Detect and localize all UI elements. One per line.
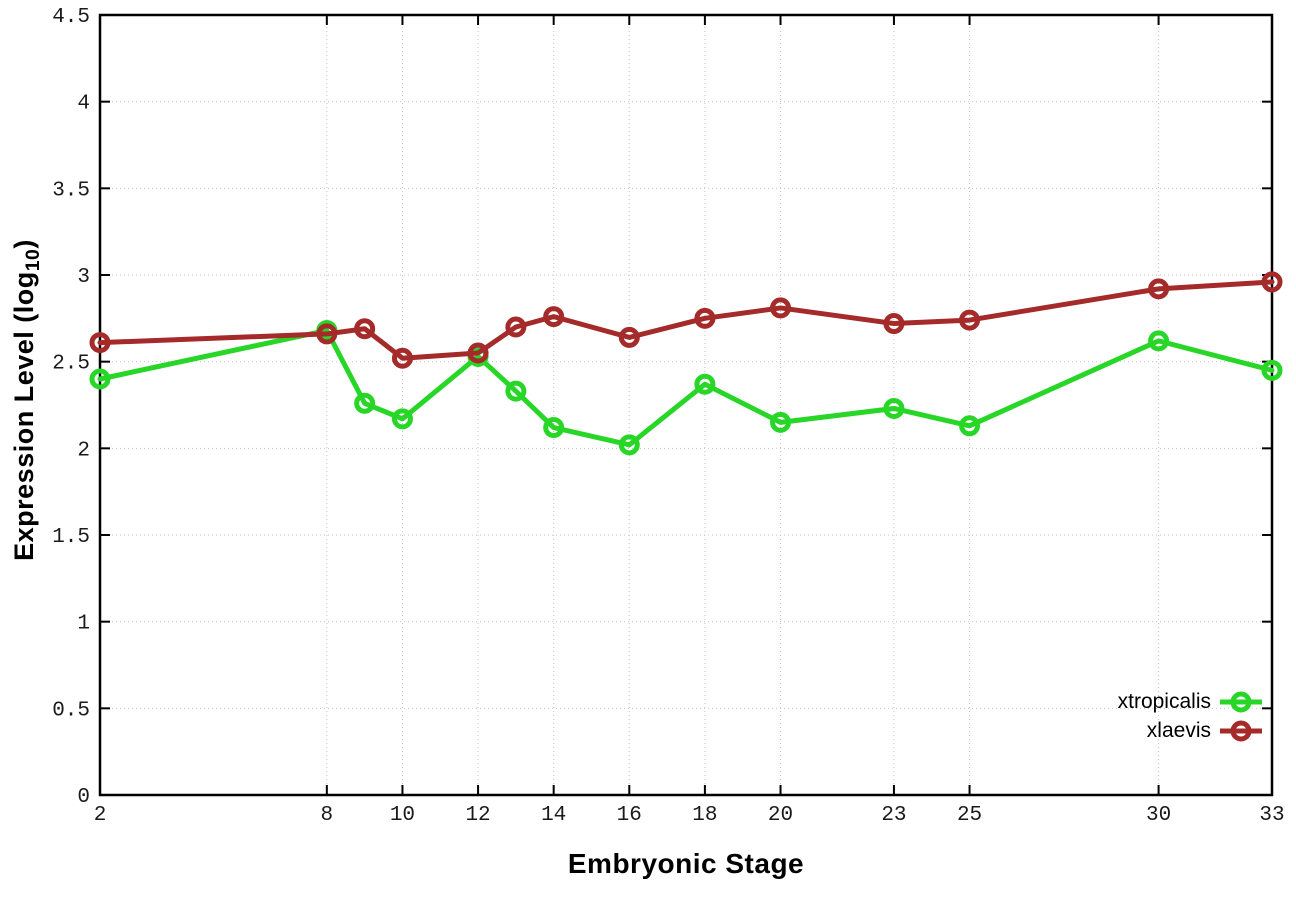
x-tick-label: 14 bbox=[541, 804, 566, 827]
y-axis-title: Expression Level (log10) bbox=[9, 239, 45, 561]
legend-label-xtropicalis: xtropicalis bbox=[1117, 689, 1211, 713]
x-axis-title: Embryonic Stage bbox=[567, 848, 805, 879]
y-tick-label: 1 bbox=[77, 613, 90, 636]
marker-xlaevis bbox=[391, 347, 413, 369]
series-sample-icon bbox=[1220, 691, 1262, 712]
x-tick-label: 25 bbox=[957, 804, 982, 827]
marker-xlaevis bbox=[89, 332, 111, 354]
marker-xtropicalis bbox=[354, 392, 376, 414]
marker-xtropicalis bbox=[543, 417, 565, 439]
marker-xlaevis bbox=[354, 318, 376, 340]
x-tick-label: 18 bbox=[692, 804, 717, 827]
y-tick-label: 3.5 bbox=[52, 179, 90, 202]
y-axis-title-text: Expression Level (log bbox=[8, 271, 39, 561]
x-tick-label: 16 bbox=[617, 804, 642, 827]
marker-xtropicalis bbox=[1261, 359, 1283, 381]
x-tick-label: 2 bbox=[94, 804, 107, 827]
x-tick-label: 30 bbox=[1146, 804, 1171, 827]
y-tick-label: 0 bbox=[77, 786, 90, 809]
x-tick-label: 8 bbox=[321, 804, 334, 827]
x-tick-label: 12 bbox=[465, 804, 490, 827]
marker-xtropicalis bbox=[391, 408, 413, 430]
y-tick-label: 3 bbox=[77, 266, 90, 289]
marker-xtropicalis bbox=[89, 368, 111, 390]
marker-xtropicalis bbox=[883, 397, 905, 419]
y-axis-title-subscript: 10 bbox=[22, 248, 45, 272]
legend: xtropicalis xlaevis bbox=[1118, 687, 1264, 745]
y-tick-label: 0.5 bbox=[52, 699, 90, 722]
marker-xlaevis bbox=[618, 326, 640, 348]
x-tick-label: 20 bbox=[768, 804, 793, 827]
legend-item-xtropicalis: xtropicalis bbox=[1118, 687, 1264, 716]
plot-border bbox=[98, 13, 1274, 797]
series-line-xtropicalis bbox=[97, 327, 1275, 448]
legend-item-xlaevis: xlaevis bbox=[1118, 716, 1264, 745]
legend-label-xlaevis: xlaevis bbox=[1146, 718, 1211, 742]
series-sample-icon bbox=[1220, 720, 1262, 741]
marker-xlaevis bbox=[316, 323, 338, 345]
y-tick-label: 2.5 bbox=[52, 353, 90, 376]
y-tick-label: 4.5 bbox=[52, 6, 90, 29]
marker-xlaevis bbox=[1261, 271, 1283, 293]
marker-xlaevis bbox=[1148, 278, 1170, 300]
marker-xlaevis bbox=[543, 306, 565, 328]
marker-xtropicalis bbox=[1148, 330, 1170, 352]
marker-xtropicalis bbox=[505, 380, 527, 402]
marker-xlaevis bbox=[959, 309, 981, 331]
y-tick-label: 4 bbox=[77, 93, 90, 116]
series-line-xlaevis bbox=[97, 279, 1275, 361]
y-tick-label: 2 bbox=[77, 439, 90, 462]
marker-xtropicalis bbox=[959, 415, 981, 437]
marker-xlaevis bbox=[505, 316, 527, 338]
marker-xlaevis bbox=[694, 307, 716, 329]
x-tick-label: 10 bbox=[390, 804, 415, 827]
marker-xtropicalis bbox=[770, 411, 792, 433]
y-axis-title-close: ) bbox=[8, 239, 39, 249]
marker-xlaevis bbox=[883, 313, 905, 335]
x-tick-label: 23 bbox=[881, 804, 906, 827]
y-tick-label: 1.5 bbox=[52, 526, 90, 549]
marker-xtropicalis bbox=[694, 373, 716, 395]
marker-xtropicalis bbox=[618, 434, 640, 456]
marker-xlaevis bbox=[467, 342, 489, 364]
marker-xlaevis bbox=[770, 297, 792, 319]
x-tick-label: 33 bbox=[1259, 804, 1284, 827]
